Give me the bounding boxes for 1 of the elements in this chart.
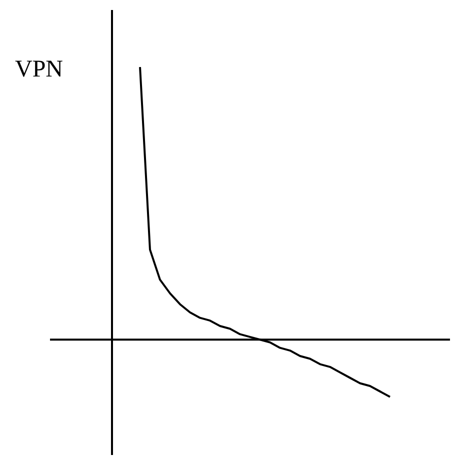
y-axis-title: VPN bbox=[15, 56, 64, 82]
